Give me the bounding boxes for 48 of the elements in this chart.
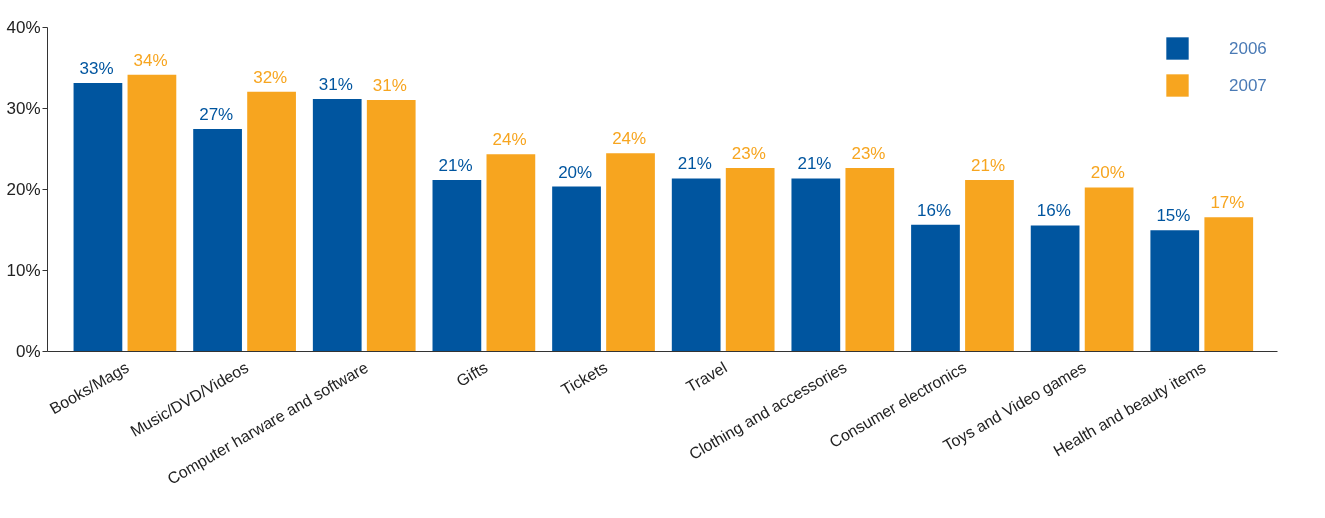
bar [247, 91, 296, 351]
data-label: 23% [731, 143, 766, 163]
bar [1084, 187, 1134, 351]
y-tick-label: 20% [6, 179, 41, 199]
bar [1204, 217, 1254, 351]
data-label: 21% [797, 154, 832, 174]
bar [911, 224, 960, 351]
x-tick-label: Gifts [453, 358, 491, 390]
bar [1150, 230, 1200, 351]
bar [1030, 225, 1080, 351]
legend-label: 2006 [1229, 38, 1267, 58]
data-label: 24% [612, 129, 647, 149]
data-label: 31% [372, 75, 407, 95]
data-label: 20% [1090, 163, 1125, 183]
data-label: 16% [917, 200, 952, 220]
y-tick-label: 10% [6, 260, 41, 280]
data-label: 33% [79, 58, 114, 78]
bar [606, 153, 655, 351]
bar [965, 180, 1014, 351]
y-tick-label: 30% [6, 98, 41, 118]
bar [671, 178, 721, 351]
data-label: 21% [677, 154, 712, 174]
bar [725, 167, 775, 351]
bar [552, 186, 601, 351]
bar [127, 74, 177, 351]
data-label: 20% [558, 162, 593, 182]
bar [366, 99, 416, 351]
data-label: 21% [438, 156, 473, 176]
data-label: 23% [851, 143, 886, 163]
data-label: 24% [492, 130, 527, 150]
data-label: 31% [318, 75, 353, 95]
y-tick-label: 40% [6, 17, 41, 37]
bar [73, 82, 123, 351]
data-label: 32% [253, 67, 288, 87]
bar [193, 129, 242, 351]
bar [845, 167, 895, 351]
y-tick-label: 0% [15, 341, 41, 361]
data-label: 17% [1210, 193, 1245, 213]
data-label: 21% [971, 156, 1006, 176]
bar [791, 178, 841, 351]
bar [312, 99, 362, 351]
data-label: 27% [199, 105, 234, 125]
data-label: 34% [133, 50, 168, 70]
bar [486, 154, 536, 351]
legend-label: 2007 [1229, 75, 1267, 95]
data-label: 15% [1156, 206, 1191, 226]
data-label: 16% [1036, 201, 1071, 221]
bar [432, 180, 482, 351]
